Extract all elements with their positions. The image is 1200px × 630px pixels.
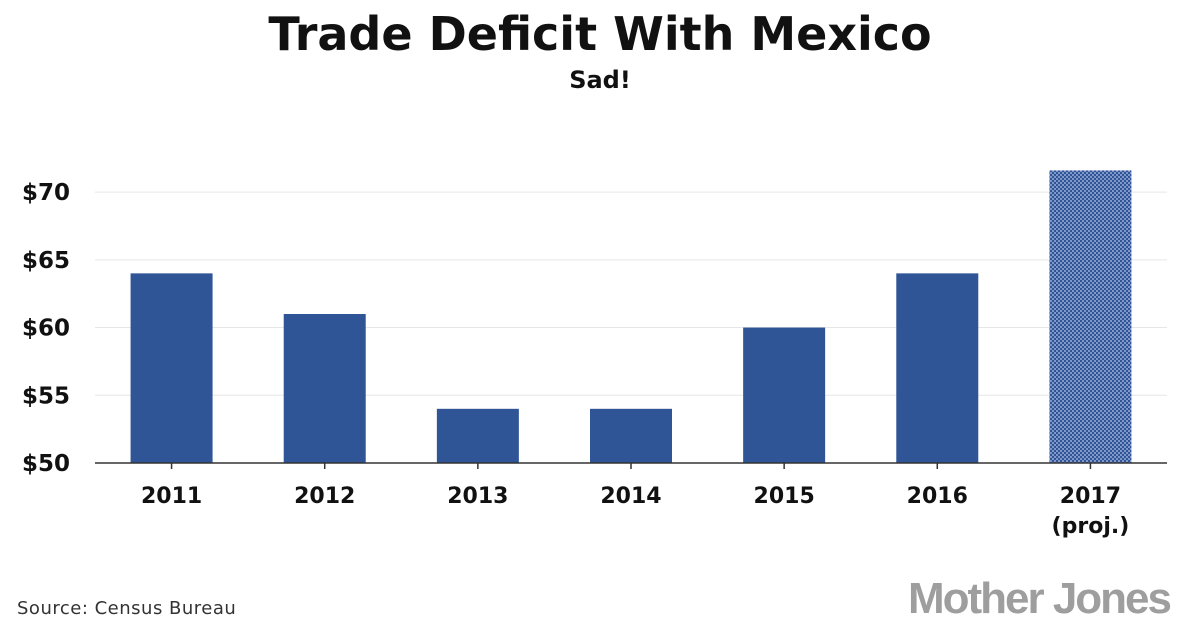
y-tick-label: $55 xyxy=(22,383,70,409)
y-axis-tick-labels: $50 $55 $60 $65 $70 xyxy=(22,180,70,477)
y-tick-label: $70 xyxy=(22,180,70,206)
x-tick-label: 2012 xyxy=(294,484,355,509)
bar xyxy=(130,273,213,463)
x-tick-label: (proj.) xyxy=(1052,514,1130,539)
x-axis-tick-labels: 2011 2012 2013 2014 2015 2016 2017 (proj.) xyxy=(141,484,1129,539)
x-tick-label: 2011 xyxy=(141,484,202,509)
x-tick-label: 2015 xyxy=(754,484,815,509)
bar xyxy=(283,314,366,463)
bars xyxy=(130,170,1132,463)
bar xyxy=(896,273,979,463)
bar-projected xyxy=(1049,170,1132,463)
y-tick-label: $60 xyxy=(22,316,70,342)
gridlines xyxy=(95,191,1167,396)
x-tick-label: 2016 xyxy=(907,484,968,509)
x-axis xyxy=(95,462,1167,469)
brand-logo: Mother Jones xyxy=(908,574,1171,623)
bar xyxy=(436,408,519,463)
bar xyxy=(743,327,826,463)
source-note: Source: Census Bureau xyxy=(17,598,236,619)
x-tick-label: 2014 xyxy=(600,484,661,509)
y-tick-label: $50 xyxy=(22,451,70,477)
x-tick-label: 2017 xyxy=(1060,484,1121,509)
chart-title: Trade Deficit With Mexico xyxy=(268,7,931,61)
x-tick-label: 2013 xyxy=(447,484,508,509)
bar xyxy=(590,408,672,463)
chart-subtitle: Sad! xyxy=(569,66,631,94)
y-tick-label: $65 xyxy=(22,248,70,274)
